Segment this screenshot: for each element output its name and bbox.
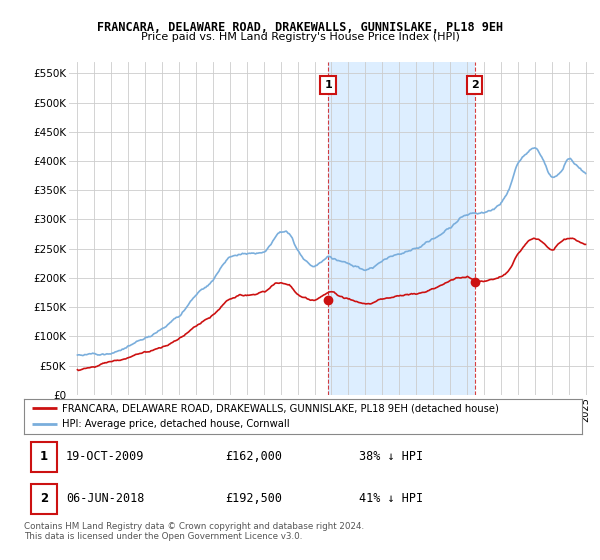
Text: Contains HM Land Registry data © Crown copyright and database right 2024.
This d: Contains HM Land Registry data © Crown c… — [24, 522, 364, 542]
Text: £192,500: £192,500 — [225, 492, 282, 506]
Text: Price paid vs. HM Land Registry's House Price Index (HPI): Price paid vs. HM Land Registry's House … — [140, 32, 460, 43]
Text: 2: 2 — [471, 80, 478, 90]
Text: HPI: Average price, detached house, Cornwall: HPI: Average price, detached house, Corn… — [62, 419, 290, 430]
Text: FRANCARA, DELAWARE ROAD, DRAKEWALLS, GUNNISLAKE, PL18 9EH (detached house): FRANCARA, DELAWARE ROAD, DRAKEWALLS, GUN… — [62, 403, 499, 413]
Text: FRANCARA, DELAWARE ROAD, DRAKEWALLS, GUNNISLAKE, PL18 9EH: FRANCARA, DELAWARE ROAD, DRAKEWALLS, GUN… — [97, 21, 503, 34]
Text: 1: 1 — [40, 450, 48, 464]
Text: 2: 2 — [40, 492, 48, 506]
Text: 41% ↓ HPI: 41% ↓ HPI — [359, 492, 423, 506]
Text: 06-JUN-2018: 06-JUN-2018 — [66, 492, 144, 506]
Text: 38% ↓ HPI: 38% ↓ HPI — [359, 450, 423, 464]
Bar — [328, 62, 475, 395]
FancyBboxPatch shape — [31, 442, 58, 472]
Text: 19-OCT-2009: 19-OCT-2009 — [66, 450, 144, 464]
Text: 1: 1 — [324, 80, 332, 90]
Text: £162,000: £162,000 — [225, 450, 282, 464]
FancyBboxPatch shape — [31, 484, 58, 514]
